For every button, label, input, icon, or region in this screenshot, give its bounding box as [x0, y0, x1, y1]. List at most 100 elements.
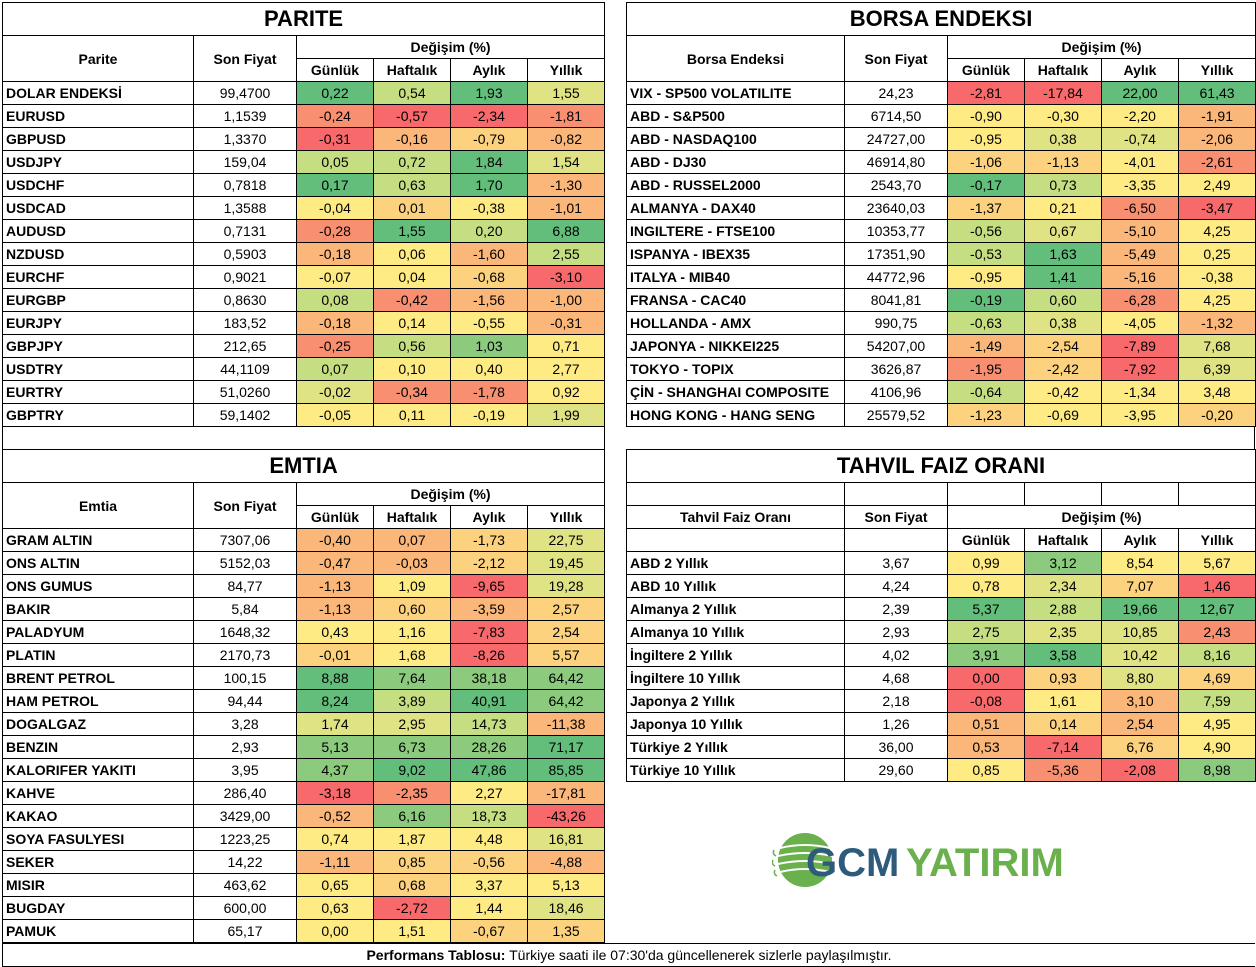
borsa-col-name: Borsa Endeksi	[626, 35, 845, 82]
change-daily: 2,75	[947, 620, 1025, 644]
change-yearly: -1,01	[526, 196, 606, 220]
borsa-row: FRANSA - CAC40 8041,81 -0,19 0,60 -6,28 4,25	[626, 288, 1256, 312]
change-weekly: 9,02	[373, 758, 451, 782]
change-daily: 8,88	[296, 666, 374, 690]
change-weekly: -0,03	[373, 551, 451, 575]
change-yearly: -2,06	[1177, 127, 1256, 151]
row-name: ITALYA - MIB40	[626, 265, 845, 289]
change-monthly: -6,50	[1101, 196, 1179, 220]
parite-col-daily: Günlük	[296, 58, 374, 82]
change-yearly: 61,43	[1177, 81, 1256, 105]
tahvil-col-monthly: Aylık	[1101, 528, 1179, 552]
change-yearly: 1,35	[526, 919, 606, 943]
tahvil-col-name: Tahvil Faiz Oranı	[626, 505, 845, 529]
emtia-row: KALORIFER YAKITI 3,95 4,37 9,02 47,86 85,85	[2, 758, 606, 782]
change-daily: -0,17	[947, 173, 1025, 197]
change-monthly: 1,44	[450, 896, 528, 920]
tahvil-row: ABD 2 Yıllık 3,67 0,99 3,12 8,54 5,67	[626, 551, 1256, 575]
change-yearly: -4,88	[526, 850, 606, 874]
row-name: PAMUK	[2, 919, 194, 943]
row-name: İngiltere 2 Yıllık	[626, 643, 845, 667]
change-daily: -1,13	[296, 574, 374, 598]
change-daily: -0,18	[296, 311, 374, 335]
section-gap	[2, 426, 605, 449]
tahvil-row: Almanya 2 Yıllık 2,39 5,37 2,88 19,66 12,67	[626, 597, 1256, 621]
row-name: GBPUSD	[2, 127, 194, 151]
row-name: BENZIN	[2, 735, 194, 759]
row-price: 14,22	[193, 850, 297, 874]
change-weekly: -1,13	[1024, 150, 1102, 174]
row-name: ISPANYA - IBEX35	[626, 242, 845, 266]
change-yearly: 16,81	[526, 827, 606, 851]
svg-text:YATIRIM: YATIRIM	[906, 841, 1064, 885]
emtia-row: SEKER 14,22 -1,11 0,85 -0,56 -4,88	[2, 850, 606, 874]
row-name: EURGBP	[2, 288, 194, 312]
change-yearly: -17,81	[526, 781, 606, 805]
parite-title: PARITE	[1, 2, 606, 36]
row-name: GRAM ALTIN	[2, 528, 194, 552]
change-monthly: 8,80	[1101, 666, 1179, 690]
change-monthly: -5,10	[1101, 219, 1179, 243]
tahvil-row: Türkiye 2 Yıllık 36,00 0,53 -7,14 6,76 4,90	[626, 735, 1256, 759]
row-price: 2,18	[844, 689, 948, 713]
row-name: Almanya 10 Yıllık	[626, 620, 845, 644]
change-monthly: 2,54	[1101, 712, 1179, 736]
change-daily: -0,05	[296, 403, 374, 427]
tahvil-row: İngiltere 2 Yıllık 4,02 3,91 3,58 10,42 8,16	[626, 643, 1256, 667]
change-daily: 0,07	[296, 357, 374, 381]
parite-row: DOLAR ENDEKSİ 99,4700 0,22 0,54 1,93 1,55	[2, 81, 606, 105]
change-monthly: -0,74	[1101, 127, 1179, 151]
tahvil-col-daily: Günlük	[947, 528, 1025, 552]
change-monthly: -6,28	[1101, 288, 1179, 312]
row-name: PALADYUM	[2, 620, 194, 644]
change-weekly: -5,36	[1024, 758, 1102, 782]
change-yearly: 22,75	[526, 528, 606, 552]
change-weekly: 1,87	[373, 827, 451, 851]
borsa-row: VIX - SP500 VOLATILITE 24,23 -2,81 -17,84 22…	[626, 81, 1256, 105]
change-daily: 0,53	[947, 735, 1025, 759]
row-name: ABD 2 Yıllık	[626, 551, 845, 575]
row-price: 24,23	[844, 81, 948, 105]
change-daily: 3,91	[947, 643, 1025, 667]
change-yearly: -3,10	[526, 265, 606, 289]
change-yearly: 2,57	[526, 597, 606, 621]
row-name: EURUSD	[2, 104, 194, 128]
change-yearly: 0,71	[526, 334, 606, 358]
change-daily: 0,08	[296, 288, 374, 312]
change-weekly: 0,04	[373, 265, 451, 289]
row-name: SEKER	[2, 850, 194, 874]
change-monthly: -5,16	[1101, 265, 1179, 289]
change-yearly: -11,38	[526, 712, 606, 736]
change-yearly: 2,43	[1177, 620, 1256, 644]
borsa-col-daily: Günlük	[947, 58, 1025, 82]
change-yearly: 19,45	[526, 551, 606, 575]
row-name: Japonya 10 Yıllık	[626, 712, 845, 736]
change-yearly: 4,95	[1177, 712, 1256, 736]
change-yearly: 85,85	[526, 758, 606, 782]
row-name: VIX - SP500 VOLATILITE	[626, 81, 845, 105]
change-monthly: -2,12	[450, 551, 528, 575]
row-price: 17351,90	[844, 242, 948, 266]
row-name: ONS GUMUS	[2, 574, 194, 598]
row-price: 3626,87	[844, 357, 948, 381]
row-name: JAPONYA - NIKKEI225	[626, 334, 845, 358]
row-name: HOLLANDA - AMX	[626, 311, 845, 335]
change-monthly: 3,10	[1101, 689, 1179, 713]
change-monthly: 0,40	[450, 357, 528, 381]
change-daily: 0,17	[296, 173, 374, 197]
change-yearly: 1,54	[526, 150, 606, 174]
change-weekly: 3,89	[373, 689, 451, 713]
change-weekly: 3,58	[1024, 643, 1102, 667]
change-monthly: -0,79	[450, 127, 528, 151]
change-daily: 5,13	[296, 735, 374, 759]
change-yearly: 5,57	[526, 643, 606, 667]
change-weekly: -2,35	[373, 781, 451, 805]
change-yearly: 12,67	[1177, 597, 1256, 621]
borsa-row: ÇİN - SHANGHAI COMPOSITE 4106,96 -0,64 -0,4…	[626, 380, 1256, 404]
change-daily: 0,99	[947, 551, 1025, 575]
change-yearly: -3,47	[1177, 196, 1256, 220]
change-monthly: -1,34	[1101, 380, 1179, 404]
change-weekly: 2,95	[373, 712, 451, 736]
change-monthly: -0,38	[450, 196, 528, 220]
change-monthly: -2,34	[450, 104, 528, 128]
